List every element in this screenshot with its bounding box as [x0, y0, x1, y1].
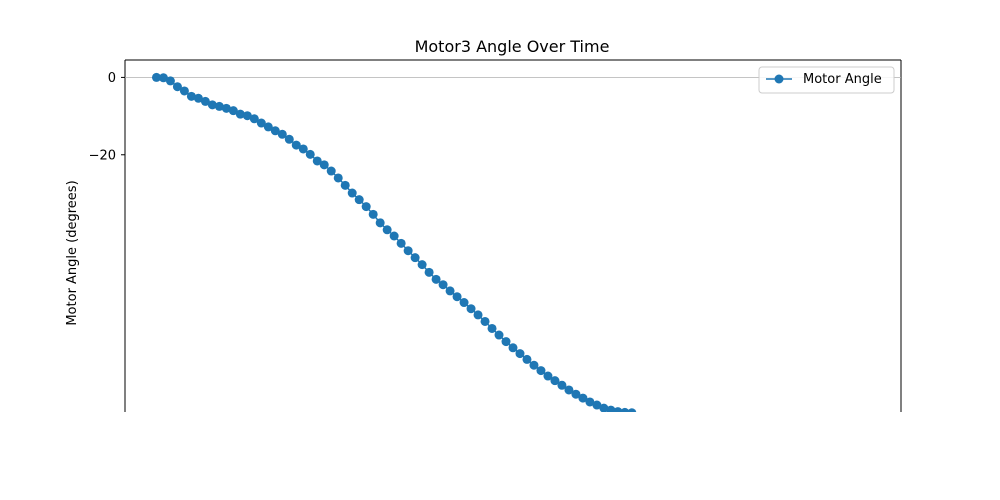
- data-point: [375, 218, 385, 228]
- data-point: [410, 253, 420, 263]
- axes-frame: [124, 59, 902, 412]
- data-point: [284, 134, 294, 144]
- data-point: [354, 195, 364, 205]
- data-point: [389, 231, 399, 241]
- legend-marker-sample: [774, 74, 784, 84]
- legend-label: Motor Angle: [803, 72, 882, 87]
- data-point: [256, 118, 266, 128]
- data-point: [382, 225, 392, 235]
- series-layer: [151, 72, 637, 412]
- data-point: [473, 310, 483, 320]
- data-point: [543, 371, 553, 381]
- data-point: [487, 323, 497, 333]
- data-point: [249, 114, 259, 124]
- data-point: [305, 149, 315, 159]
- data-point: [438, 280, 448, 290]
- data-point: [396, 238, 406, 248]
- data-point: [585, 397, 595, 407]
- data-point: [270, 126, 280, 136]
- data-point: [291, 140, 301, 150]
- data-point: [431, 274, 441, 284]
- legend: Motor Angle: [758, 66, 895, 94]
- data-point: [529, 360, 539, 370]
- data-point: [480, 316, 490, 326]
- data-point: [151, 72, 161, 82]
- data-point: [515, 349, 525, 359]
- data-point: [340, 180, 350, 190]
- data-point: [606, 405, 616, 412]
- data-point: [235, 109, 245, 119]
- y-ticks: 0 −20: [89, 71, 125, 163]
- data-point: [536, 366, 546, 376]
- data-point: [165, 76, 175, 86]
- data-point: [319, 160, 329, 170]
- data-point: [522, 354, 532, 364]
- data-point: [242, 111, 252, 121]
- data-point: [361, 202, 371, 212]
- data-point: [466, 304, 476, 314]
- data-point: [578, 393, 588, 403]
- data-point: [333, 173, 343, 183]
- data-point: [158, 73, 168, 83]
- data-point: [403, 246, 413, 256]
- data-point: [298, 144, 308, 154]
- data-point: [263, 122, 273, 132]
- data-point: [452, 292, 462, 302]
- data-point: [613, 407, 623, 412]
- data-point: [508, 343, 518, 353]
- data-point: [326, 166, 336, 176]
- data-point: [459, 298, 469, 308]
- data-point: [179, 86, 189, 96]
- data-point: [571, 389, 581, 399]
- y-tick-label: 0: [108, 71, 116, 86]
- data-point: [501, 337, 511, 347]
- y-tick-label: −20: [89, 148, 116, 163]
- data-point: [200, 96, 210, 106]
- data-point: [557, 380, 567, 390]
- chart-title: Motor3 Angle Over Time: [415, 37, 610, 56]
- data-point: [221, 103, 231, 113]
- data-point: [599, 403, 609, 412]
- y-axis-label: Motor Angle (degrees): [65, 180, 80, 325]
- data-point: [627, 408, 637, 412]
- data-point: [368, 209, 378, 219]
- data-point: [424, 267, 434, 277]
- data-point: [172, 82, 182, 92]
- data-point: [550, 376, 560, 386]
- data-point: [186, 91, 196, 101]
- legend-box: [758, 66, 895, 94]
- data-point: [312, 156, 322, 166]
- data-point: [445, 286, 455, 296]
- data-point: [207, 100, 217, 110]
- data-point: [347, 188, 357, 198]
- data-point: [193, 93, 203, 103]
- data-point: [417, 260, 427, 270]
- data-point: [592, 400, 602, 410]
- data-point: [214, 101, 224, 111]
- data-point: [494, 330, 504, 340]
- series-line-motor-angle: [156, 76, 632, 412]
- data-point: [564, 385, 574, 395]
- data-point: [277, 129, 287, 139]
- data-point: [620, 407, 630, 412]
- data-point: [228, 106, 238, 116]
